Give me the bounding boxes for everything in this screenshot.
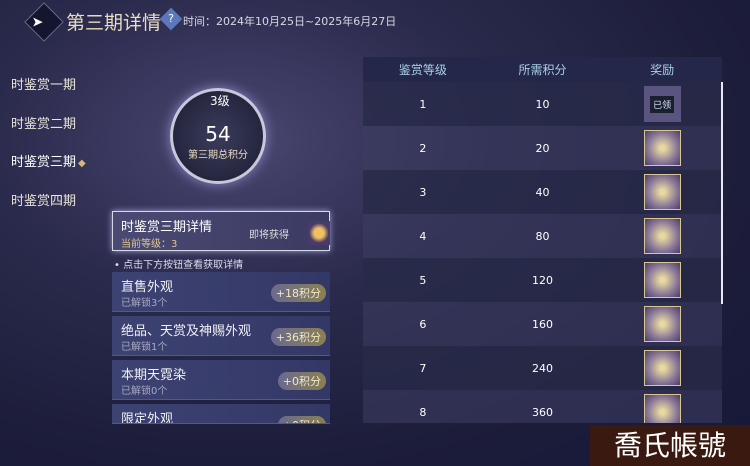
- claimed-reward[interactable]: 已领: [643, 86, 681, 122]
- nav-label: 时鉴赏三期: [11, 155, 77, 170]
- points-badge: +0积分: [277, 372, 326, 390]
- row-points: 160: [532, 317, 553, 331]
- reward-item-icon[interactable]: [643, 218, 681, 254]
- page-title: 第三期详情: [66, 12, 162, 34]
- nav-period-2[interactable]: 时鉴赏二期: [11, 113, 76, 132]
- row-level: 3: [419, 185, 427, 199]
- category-dye[interactable]: 本期天霓染已解锁0个 +0积分: [112, 360, 330, 400]
- upcoming-reward-icon[interactable]: [308, 221, 330, 245]
- category-limited[interactable]: 限定外观 +0积分: [112, 404, 330, 424]
- table-row: 4 80: [363, 214, 722, 258]
- points-badge: +0积分: [277, 416, 326, 423]
- category-premium[interactable]: 绝品、天赏及神赐外观已解锁1个 +36积分: [112, 316, 330, 356]
- row-level: 7: [419, 361, 427, 375]
- row-reward: [602, 394, 722, 423]
- total-score-label: 第三期总积分: [188, 150, 248, 161]
- score-ring: [170, 88, 266, 184]
- row-points: 240: [532, 361, 553, 375]
- reward-item-icon[interactable]: [643, 394, 681, 423]
- row-reward: [602, 262, 722, 298]
- row-reward: 已领: [602, 86, 722, 122]
- back-button[interactable]: ➤: [24, 2, 64, 42]
- row-points: 40: [535, 185, 550, 199]
- row-points: 360: [532, 405, 553, 419]
- table-row: 7 240: [363, 346, 722, 390]
- reward-item-icon[interactable]: [643, 306, 681, 342]
- reward-item-icon[interactable]: [643, 262, 681, 298]
- table-header: 鉴赏等级 所需积分 奖励: [363, 57, 722, 82]
- row-level: 1: [419, 97, 427, 111]
- total-score: 54: [205, 122, 231, 146]
- points-badge: +18积分: [270, 284, 326, 302]
- row-reward: [602, 130, 722, 166]
- level-detail-card[interactable]: 时鉴赏三期详情 当前等级：3 即将获得: [112, 211, 330, 251]
- row-reward: [602, 306, 722, 342]
- period-time: 时间：2024年10月25日~2025年6月27日: [183, 15, 397, 28]
- table-row: 3 40: [363, 170, 722, 214]
- nav-period-1[interactable]: 时鉴赏一期: [11, 74, 76, 93]
- table-row: 1 10 已领: [363, 82, 722, 126]
- claimed-label: 已领: [650, 95, 675, 113]
- category-sub: 已解锁0个: [121, 386, 168, 397]
- header-level: 鉴赏等级: [398, 63, 447, 77]
- row-points: 120: [532, 273, 553, 287]
- table-row: 5 120: [363, 258, 722, 302]
- category-title: 限定外观: [121, 412, 174, 424]
- hint-text: • 点击下方按钮查看获取详情: [114, 260, 244, 271]
- row-level: 6: [419, 317, 427, 331]
- nav-label: 时鉴赏四期: [11, 194, 77, 209]
- table-row: 6 160: [363, 302, 722, 346]
- row-level: 8: [419, 405, 427, 419]
- watermark: 喬氏帳號: [590, 425, 750, 466]
- table-row: 8 360: [363, 390, 722, 423]
- reward-item-icon[interactable]: [643, 130, 681, 166]
- question-icon: ?: [168, 12, 174, 25]
- row-level: 5: [419, 273, 427, 287]
- row-points: 80: [535, 229, 550, 243]
- category-title: 本期天霓染: [121, 368, 187, 383]
- row-reward: [602, 218, 722, 254]
- header: ➤ 第三期详情 ? 时间：2024年10月25日~2025年6月27日: [0, 0, 750, 42]
- current-level: 当前等级：3: [121, 239, 178, 250]
- hint-label: 点击下方按钮查看获取详情: [123, 260, 244, 271]
- row-points: 10: [535, 97, 550, 111]
- category-sub: 已解锁1个: [121, 342, 168, 353]
- category-direct-sale[interactable]: 直售外观已解锁3个 +18积分: [112, 272, 330, 312]
- row-level: 4: [419, 229, 427, 243]
- row-reward: [602, 174, 722, 210]
- active-indicator-icon: ◆: [78, 158, 86, 169]
- back-arrow-icon: ➤: [31, 14, 44, 31]
- nav-label: 时鉴赏一期: [11, 78, 77, 93]
- header-reward: 奖励: [650, 63, 675, 77]
- category-title: 绝品、天赏及神赐外观: [121, 324, 252, 339]
- level-label: 3级: [210, 94, 230, 108]
- nav-period-4[interactable]: 时鉴赏四期: [11, 190, 76, 209]
- category-title: 直售外观: [121, 280, 174, 295]
- row-reward: [602, 350, 722, 386]
- reward-item-icon[interactable]: [643, 350, 681, 386]
- row-points: 20: [535, 141, 550, 155]
- level-card-title: 时鉴赏三期详情: [121, 220, 213, 235]
- nav-label: 时鉴赏二期: [11, 117, 77, 132]
- help-button[interactable]: ?: [159, 7, 183, 31]
- nav-period-3[interactable]: 时鉴赏三期 ◆: [11, 151, 86, 170]
- points-badge: +36积分: [270, 328, 326, 346]
- row-level: 2: [419, 141, 427, 155]
- scrollbar[interactable]: [721, 82, 723, 304]
- category-sub: 已解锁3个: [121, 298, 168, 309]
- table-row: 2 20: [363, 126, 722, 170]
- rewards-table: 鉴赏等级 所需积分 奖励 1 10 已领 2 20 3 40 4 80 5 120 6 160 7 240 8…: [363, 57, 722, 423]
- header-points: 所需积分: [518, 63, 567, 77]
- upcoming-label: 即将获得: [249, 230, 289, 241]
- reward-item-icon[interactable]: [643, 174, 681, 210]
